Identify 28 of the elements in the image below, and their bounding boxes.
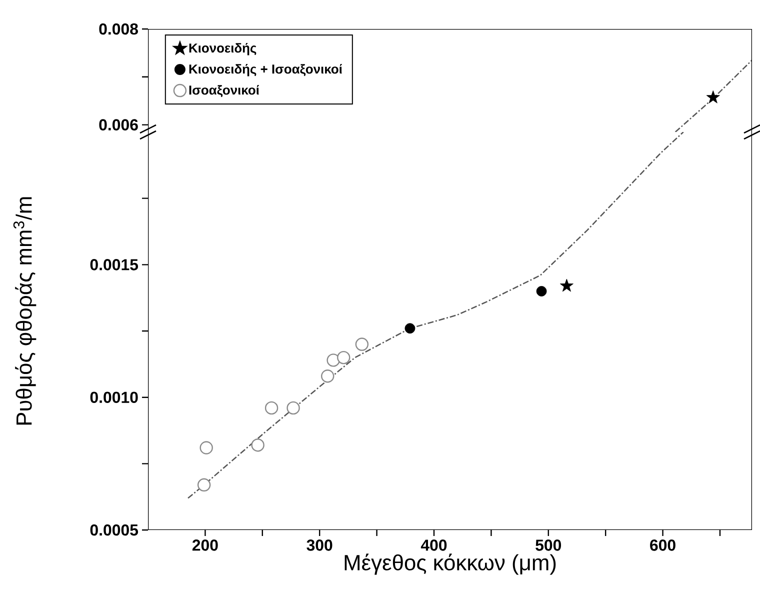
x-tick-label: 400: [420, 540, 447, 551]
point: [286, 401, 300, 415]
point: [321, 370, 334, 383]
point: [326, 354, 340, 367]
y-axis-title: Ρυθμός φθοράς mm$^{3}$/m: [13, 197, 36, 425]
x-tick-label: 300: [306, 540, 332, 551]
y-tick-label: 0.0015: [90, 259, 138, 270]
line-series: [187, 132, 684, 499]
point: [197, 478, 211, 492]
point: [536, 286, 547, 296]
point: [560, 278, 574, 292]
legend-label: Ισοαξονικοί: [189, 85, 260, 98]
legend-label: Κιονοειδής + Ισοαξονικοί: [189, 64, 342, 76]
y-tick-label: 0.0005: [90, 524, 138, 536]
point: [404, 323, 416, 334]
x-tick-label: 500: [536, 540, 562, 551]
x-tick-label: 600: [650, 540, 676, 551]
x-tick-label: 200: [192, 540, 218, 551]
y-tick-label: 0.008: [99, 23, 138, 35]
point: [355, 338, 369, 351]
point: [264, 401, 278, 415]
x-axis-title: Μέγεθος κόκκων (μm): [344, 554, 556, 575]
y-tick-label: 0.0010: [90, 392, 138, 403]
point: [251, 438, 264, 452]
y-tick-label: 0.006: [99, 119, 138, 130]
point: [337, 350, 350, 364]
legend-label: Κιονοειδής: [189, 42, 256, 56]
point: [200, 441, 213, 454]
